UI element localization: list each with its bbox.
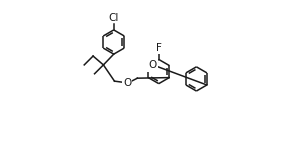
- Text: O: O: [123, 78, 131, 88]
- Text: Cl: Cl: [109, 13, 119, 23]
- Text: O: O: [149, 60, 157, 70]
- Text: F: F: [156, 43, 162, 53]
